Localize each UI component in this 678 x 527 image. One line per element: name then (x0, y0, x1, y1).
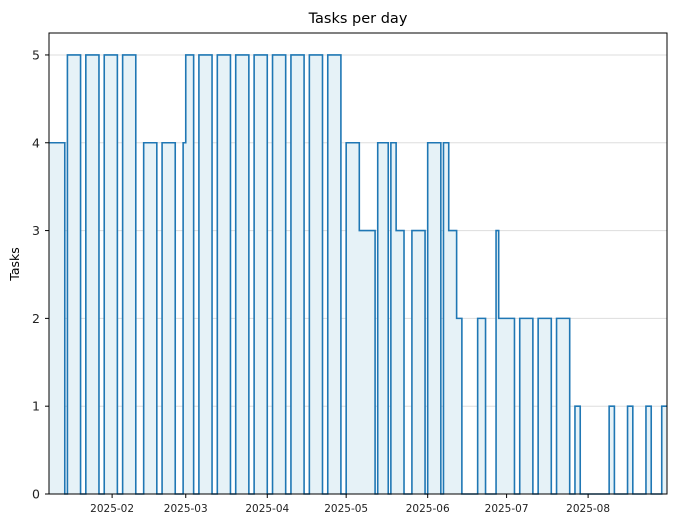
series-area-fill (49, 54, 667, 494)
x-tick-label: 2025-06 (406, 503, 450, 515)
x-tick-label: 2025-05 (324, 503, 368, 515)
x-tick-label: 2025-03 (164, 503, 208, 515)
x-tick-label: 2025-02 (90, 503, 134, 515)
y-tick-label: 0 (32, 487, 40, 502)
x-tick-label: 2025-04 (245, 503, 289, 515)
tick-layer: 0 1 2 3 4 5 2025-02 2025-03 2025-04 2025-05 2025-0… (32, 47, 610, 515)
y-tick-label: 5 (32, 47, 40, 62)
axes-layer (48, 32, 668, 495)
x-tick-label: 2025-08 (566, 503, 610, 515)
y-tick-label: 3 (32, 223, 40, 238)
y-tick-label: 2 (32, 311, 40, 326)
y-axis-label: Tasks (7, 247, 22, 282)
plot-frame (48, 32, 668, 495)
series-step-line (49, 54, 667, 495)
y-tick-label: 1 (32, 399, 40, 414)
area-layer (49, 54, 667, 495)
y-tick-label: 4 (32, 135, 40, 150)
x-tick-label: 2025-07 (485, 503, 529, 515)
chart-title: Tasks per day (308, 11, 408, 27)
